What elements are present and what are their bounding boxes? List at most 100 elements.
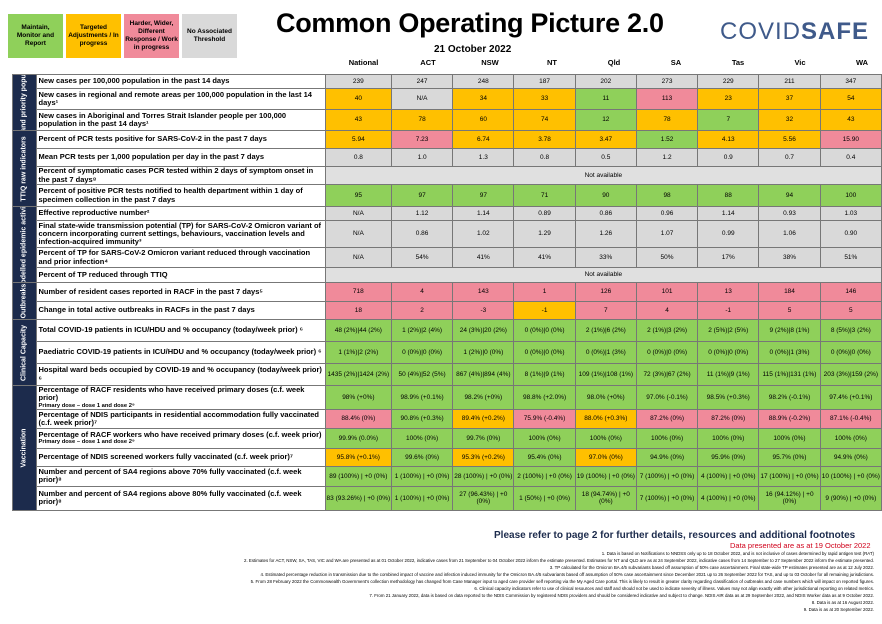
section-header: Vaccination bbox=[12, 385, 37, 511]
value-cell: 33% bbox=[574, 247, 637, 268]
value-cell: 4 bbox=[390, 282, 454, 302]
value-cell: 0.86 bbox=[574, 206, 637, 221]
indicator-label: Number and percent of SA4 regions above … bbox=[35, 485, 326, 511]
value-cell: 2 (100%) | +0 (0%) bbox=[513, 465, 576, 487]
indicator-label: New cases in regional and remote areas p… bbox=[35, 88, 326, 110]
value-cell: 95.9% (0%) bbox=[697, 447, 760, 467]
column-header: ACT bbox=[420, 58, 436, 67]
value-cell: 0 (0%)|0 (0%) bbox=[513, 341, 576, 364]
section-label: Cases and priority populations bbox=[20, 74, 28, 131]
value-cell: 109 (1%)|108 (1%) bbox=[574, 363, 637, 386]
section-label: Clinical Capacity bbox=[20, 324, 28, 381]
footer-heading: Please refer to page 2 for further detai… bbox=[494, 530, 856, 541]
indicator-label: Percentage of NDIS screened workers full… bbox=[35, 447, 326, 467]
table-row: Final state-wide transmission potential … bbox=[13, 220, 882, 248]
value-cell: 98.5% (+0.3%) bbox=[697, 385, 760, 410]
value-cell: 98 bbox=[635, 184, 699, 207]
value-cell: 27 (96.43%) | +0 (0%) bbox=[452, 485, 515, 511]
legend: Maintain, Monitor and Report Targeted Adj… bbox=[8, 14, 237, 58]
value-cell: 98.0% (+0%) bbox=[574, 385, 637, 410]
footnote: 7. From 21 January 2022, data is based o… bbox=[369, 593, 874, 599]
value-cell: 0.8 bbox=[513, 148, 576, 167]
value-cell: 78 bbox=[390, 109, 454, 131]
indicator-text: New cases in regional and remote areas p… bbox=[38, 89, 312, 107]
value-cell: 3.78 bbox=[513, 130, 576, 149]
footer-as-at: Data presented are as at 19 October 2022 bbox=[730, 541, 871, 550]
value-cell: 5.94 bbox=[324, 130, 392, 149]
value-cell: 100% (0%) bbox=[819, 427, 882, 449]
value-cell: 97 bbox=[390, 184, 454, 207]
table-row: Percent of positive PCR tests notified t… bbox=[13, 184, 882, 207]
value-cell: 1 (100%) | +0 (0%) bbox=[390, 485, 454, 511]
indicator-label: Percent of symptomatic cases PCR tested … bbox=[35, 166, 326, 185]
value-cell: 75.9% (-0.4%) bbox=[513, 408, 576, 429]
indicator-text: Hospital ward beds occupied by COVID-19 … bbox=[38, 365, 322, 383]
indicator-label: Percent of TP for SARS-CoV-2 Omicron var… bbox=[35, 247, 326, 268]
indicator-label: Change in total active outbreaks in RACF… bbox=[35, 301, 326, 320]
value-cell: 99.6% (0%) bbox=[390, 447, 454, 467]
value-cell: 87.1% (-0.4%) bbox=[819, 408, 882, 429]
value-cell: 0.5 bbox=[574, 148, 637, 167]
indicator-label: Number and percent of SA4 regions above … bbox=[35, 465, 326, 487]
value-cell: 9 (90%) | +0 (0%) bbox=[819, 485, 882, 511]
value-cell: 24 (3%)|20 (2%) bbox=[452, 319, 515, 342]
legend-item: Harder, Wider, Different Response / Work… bbox=[124, 14, 179, 58]
value-cell: 98% (+0%) bbox=[324, 385, 392, 410]
value-cell: 0.93 bbox=[758, 206, 821, 221]
value-cell: 15.90 bbox=[819, 130, 882, 149]
indicator-label: Total COVID-19 patients in ICU/HDU and %… bbox=[35, 319, 326, 342]
value-cell: 1 (100%) | +0 (0%) bbox=[390, 465, 454, 487]
value-cell: 8 (1%)|9 (1%) bbox=[513, 363, 576, 386]
value-cell: 11 bbox=[574, 88, 637, 110]
value-cell: 89.4% (+0.2%) bbox=[452, 408, 515, 429]
value-cell: 718 bbox=[324, 282, 392, 302]
value-cell: 7.23 bbox=[390, 130, 454, 149]
indicator-text: Percentage of RACF residents who have re… bbox=[38, 385, 305, 403]
table-row: Vaccination Percentage of RACF residents … bbox=[12, 385, 882, 511]
indicator-text: Number of resident cases reported in RAC… bbox=[38, 286, 263, 296]
value-cell: 1.0 bbox=[390, 148, 454, 167]
column-header: NT bbox=[547, 58, 557, 67]
value-cell: 50 (4%)|52 (5%) bbox=[390, 363, 454, 386]
value-cell: 23 bbox=[697, 88, 760, 110]
value-cell: 4.13 bbox=[697, 130, 760, 149]
value-cell: -1 bbox=[513, 301, 576, 320]
indicator-label: Hospital ward beds occupied by COVID-19 … bbox=[35, 363, 326, 386]
value-cell: 19 (100%) | +0 (0%) bbox=[574, 465, 637, 487]
value-cell: 54 bbox=[819, 88, 882, 110]
legend-item: No Associated Threshold bbox=[182, 14, 237, 58]
table-row: Number and percent of SA4 regions above … bbox=[13, 485, 882, 511]
table-row: Percentage of RACF workers who have rece… bbox=[13, 427, 882, 449]
value-cell: 17% bbox=[697, 247, 760, 268]
column-header: WA bbox=[855, 58, 869, 67]
indicator-text: Number and percent of SA4 regions above … bbox=[38, 467, 302, 485]
value-cell: 90.8% (+0.3%) bbox=[390, 408, 454, 429]
table-row: Percentage of NDIS participants in resid… bbox=[13, 408, 882, 429]
footnote: 9. Data is as at 20 September 2022. bbox=[803, 607, 874, 613]
value-cell: 90 bbox=[574, 184, 637, 207]
indicator-label: Percentage of RACF workers who have rece… bbox=[35, 427, 326, 449]
value-cell: 1 (1%)|2 (2%) bbox=[324, 341, 392, 364]
indicator-text: Percent of TP reduced through TTIQ bbox=[38, 269, 168, 279]
table-row: Percentage of NDIS screened workers full… bbox=[13, 447, 882, 467]
value-cell: 2 bbox=[390, 301, 454, 320]
value-cell: 100% (0%) bbox=[574, 427, 637, 449]
value-cell: 1.2 bbox=[635, 148, 699, 167]
table-row: New cases in regional and remote areas p… bbox=[13, 88, 882, 110]
table-row: Paediatric COVID-19 patients in ICU/HDU … bbox=[13, 341, 882, 364]
value-cell: -3 bbox=[452, 301, 515, 320]
value-cell: 97.0% (0%) bbox=[574, 447, 637, 467]
indicator-label: Paediatric COVID-19 patients in ICU/HDU … bbox=[35, 341, 326, 364]
value-cell: 2 (1%)|6 (2%) bbox=[574, 319, 637, 342]
value-cell: 0.8 bbox=[324, 148, 392, 167]
value-cell: 32 bbox=[758, 109, 821, 131]
table-row: Hospital ward beds occupied by COVID-19 … bbox=[13, 363, 882, 386]
value-cell: 88.4% (0%) bbox=[324, 408, 392, 429]
value-cell: 247 bbox=[390, 74, 454, 89]
column-header: NSW bbox=[481, 58, 499, 67]
value-cell: 6.74 bbox=[452, 130, 515, 149]
value-cell: 37 bbox=[758, 88, 821, 110]
value-cell: 7 bbox=[574, 301, 637, 320]
value-cell: 98.2% (+0%) bbox=[452, 385, 515, 410]
footnote: 5. From 28 February 2022 the Commonwealt… bbox=[250, 579, 874, 585]
